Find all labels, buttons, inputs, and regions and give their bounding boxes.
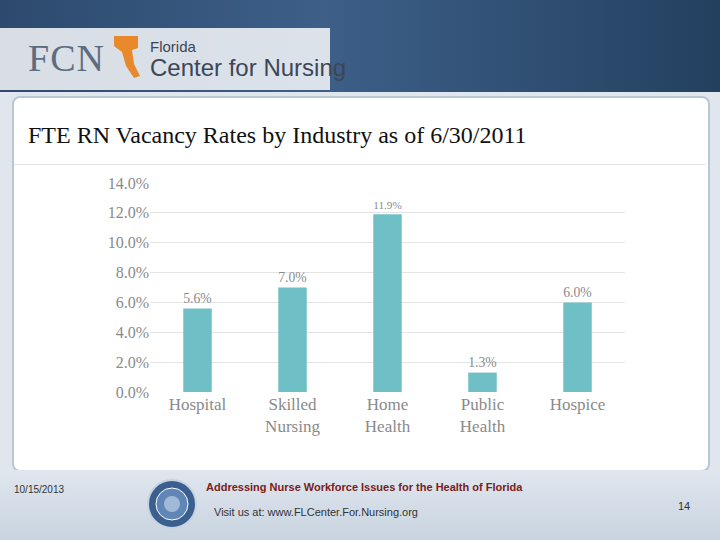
svg-text:Hospital: Hospital [169,395,227,414]
svg-text:SkilledNursing: SkilledNursing [265,395,320,436]
svg-text:2.0%: 2.0% [116,354,149,371]
svg-text:5.6%: 5.6% [183,291,211,306]
svg-text:4.0%: 4.0% [116,324,149,341]
html-text:Center for Nursing: Center for Nursing [150,54,347,81]
svg-text:PublicHealth: PublicHealth [460,395,506,436]
svg-text:FTE RN Vacancy Rates by Indust: FTE RN Vacancy Rates by Industry as of 6… [28,122,527,148]
html-text:FCN: FCN [28,37,105,79]
html-text:Addressing Nurse Workforce Iss: Addressing Nurse Workforce Issues for th… [206,481,523,493]
svg-text:10.0%: 10.0% [108,234,149,251]
svg-text:6.0%: 6.0% [563,285,591,300]
svg-text:6.0%: 6.0% [116,294,149,311]
svg-text:0.0%: 0.0% [116,384,149,401]
svg-text:HomeHealth: HomeHealth [365,395,411,436]
svg-text:7.0%: 7.0% [278,270,306,285]
html-text:14: 14 [678,500,691,512]
html-text:Visit us at: www.FLCenter.For.: Visit us at: www.FLCenter.For.Nursing.or… [214,506,418,518]
svg-text:14.0%: 14.0% [108,175,149,192]
html-text:Florida: Florida [150,38,196,55]
svg-text:8.0%: 8.0% [116,264,149,281]
html-text:10/15/2013: 10/15/2013 [14,484,65,495]
svg-text:Hospice: Hospice [550,395,606,414]
svg-text:11.9%: 11.9% [373,199,401,211]
svg-text:12.0%: 12.0% [108,204,149,221]
svg-text:1.3%: 1.3% [468,355,496,370]
